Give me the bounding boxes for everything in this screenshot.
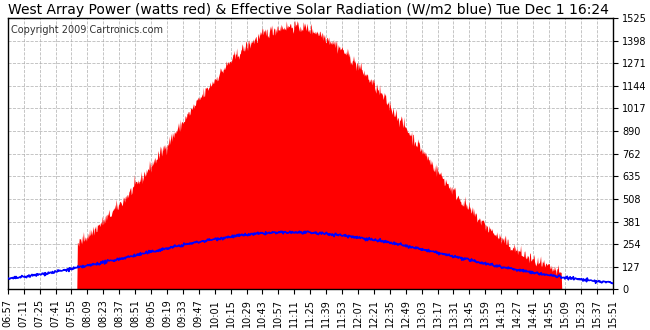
Text: Copyright 2009 Cartronics.com: Copyright 2009 Cartronics.com bbox=[11, 25, 162, 35]
Text: West Array Power (watts red) & Effective Solar Radiation (W/m2 blue) Tue Dec 1 1: West Array Power (watts red) & Effective… bbox=[8, 3, 608, 17]
